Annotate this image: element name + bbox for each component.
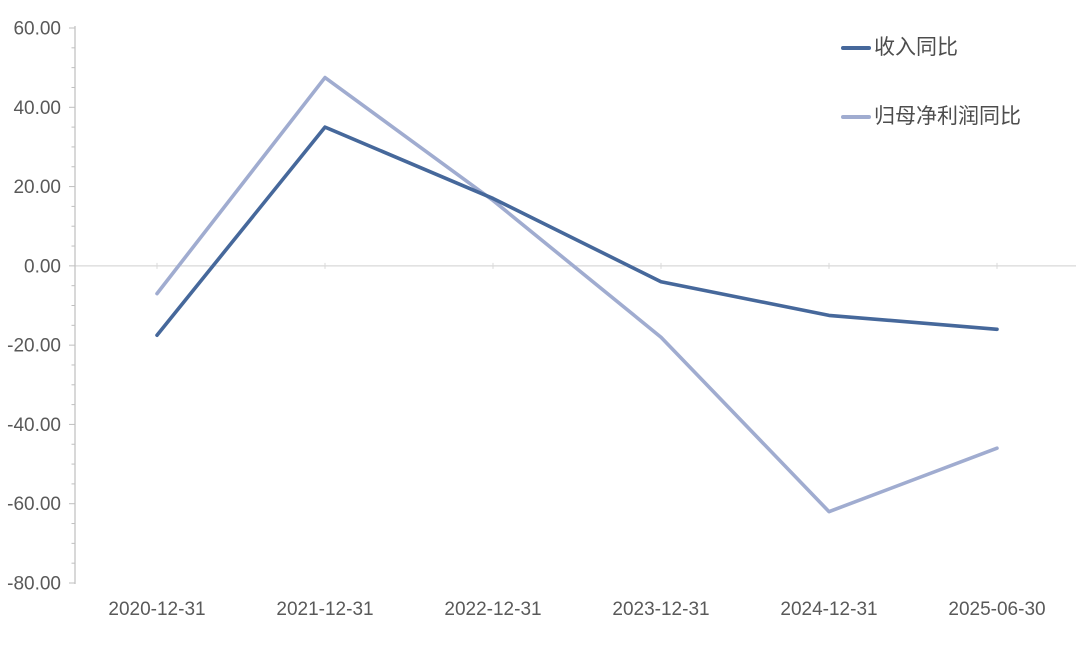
legend-line-swatch-net-profit-yoy: [841, 115, 871, 119]
legend-item-net-profit-yoy: 归母净利润同比: [841, 105, 1021, 129]
x-tick-label: 2025-06-30: [948, 599, 1045, 620]
legend-label-net-profit-yoy: 归母净利润同比: [874, 105, 1021, 128]
x-tick-label: 2021-12-31: [276, 599, 373, 620]
y-tick-label: 40.00: [13, 98, 61, 119]
y-tick-label: -40.00: [7, 415, 61, 436]
x-tick-label: 2022-12-31: [444, 599, 541, 620]
x-tick-label: 2020-12-31: [108, 599, 205, 620]
y-tick-label: -60.00: [7, 494, 61, 515]
x-tick-label: 2023-12-31: [612, 599, 709, 620]
legend-item-revenue-yoy: 收入同比: [841, 36, 1021, 60]
x-tick-label: 2024-12-31: [780, 599, 877, 620]
line-revenue-yoy: [155, 125, 999, 338]
legend: 收入同比 归母净利润同比: [841, 36, 1021, 129]
line-net-profit-yoy: [155, 75, 999, 514]
y-tick-label: -20.00: [7, 336, 61, 357]
y-tick-label: 60.00: [13, 19, 61, 40]
y-tick-label: -80.00: [7, 574, 61, 595]
legend-line-swatch-revenue-yoy: [841, 46, 871, 50]
legend-label-revenue-yoy: 收入同比: [874, 36, 958, 59]
y-tick-label: 0.00: [24, 256, 61, 277]
y-tick-label: 20.00: [13, 177, 61, 198]
